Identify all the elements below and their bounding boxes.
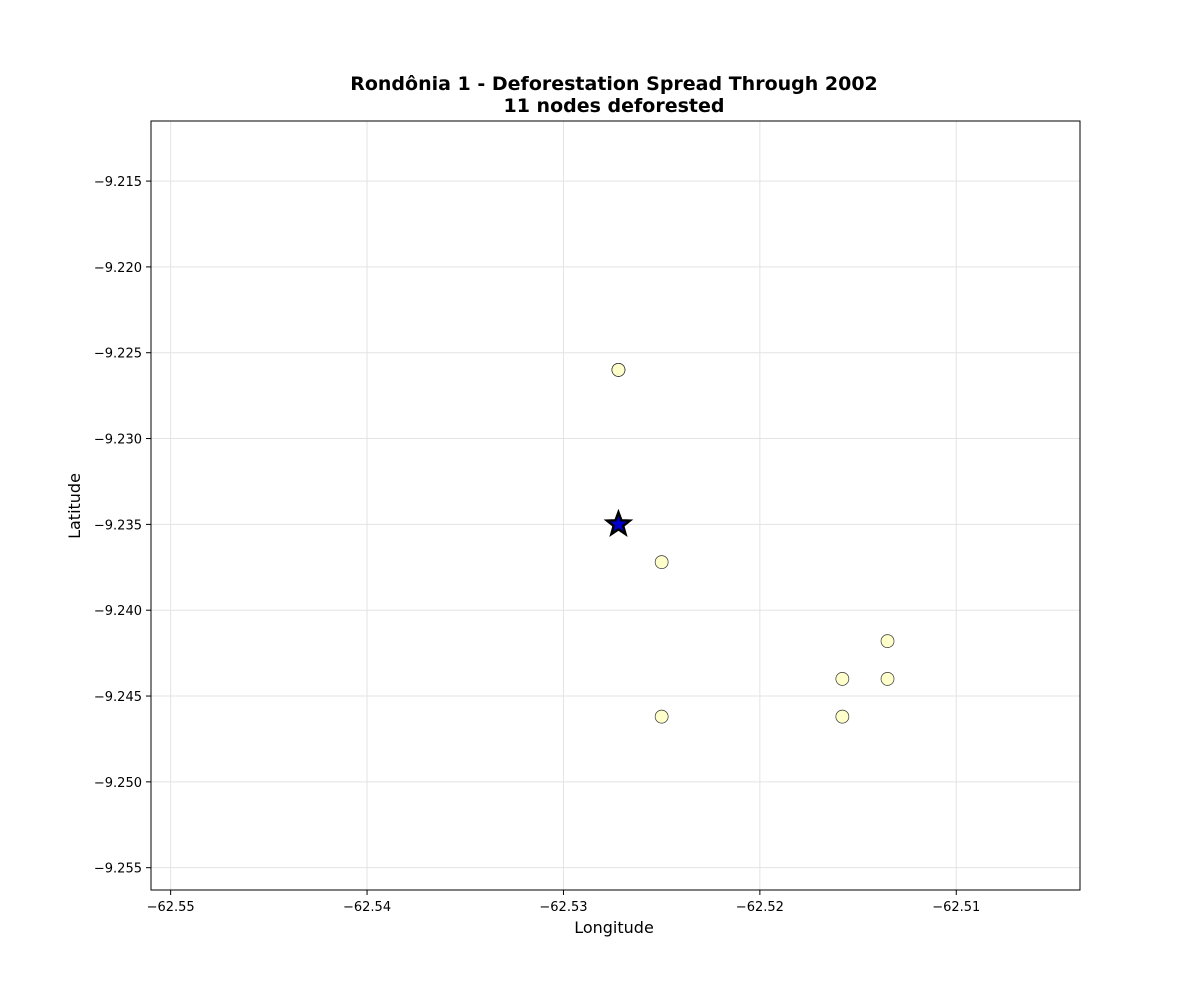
x-tick-label: −62.52 [736, 900, 784, 915]
deforested-node-point [880, 634, 895, 648]
deforested-node-point [611, 363, 626, 377]
deforested-node-point [835, 672, 850, 686]
x-tick-label: −62.54 [343, 900, 391, 915]
y-tick-label: −9.215 [94, 175, 142, 190]
data-points [603, 363, 895, 724]
grid-lines [151, 121, 1080, 890]
y-tick-label: −9.220 [94, 261, 142, 276]
y-tick-label: −9.225 [94, 347, 142, 362]
y-tick-label: −9.255 [94, 862, 142, 877]
y-tick-label: −9.240 [94, 604, 142, 619]
deforested-node-point [835, 709, 850, 724]
deforested-node-point [654, 555, 669, 569]
x-tick-label: −62.53 [539, 900, 587, 915]
deforested-node-point [880, 672, 895, 686]
x-tick-label: −62.55 [147, 900, 195, 915]
chart-title: Rondônia 1 - Deforestation Spread Throug… [350, 73, 878, 95]
y-tick-label: −9.235 [94, 518, 142, 533]
axis-ticks: −62.55 −62.54 −62.53 −62.52 −62.51 −9.215 −9.2… [94, 175, 980, 915]
y-axis-label: Latitude [65, 473, 84, 539]
deforested-node-point [654, 709, 669, 724]
x-tick-label: −62.51 [932, 900, 980, 915]
y-tick-label: −9.230 [94, 433, 142, 448]
origin-star-marker [603, 508, 634, 538]
x-axis-label: Longitude [574, 918, 654, 937]
y-tick-label: −9.250 [94, 776, 142, 791]
y-tick-label: −9.245 [94, 690, 142, 705]
plot-frame [150, 120, 1081, 891]
chart-subtitle: 11 nodes deforested [504, 95, 725, 117]
